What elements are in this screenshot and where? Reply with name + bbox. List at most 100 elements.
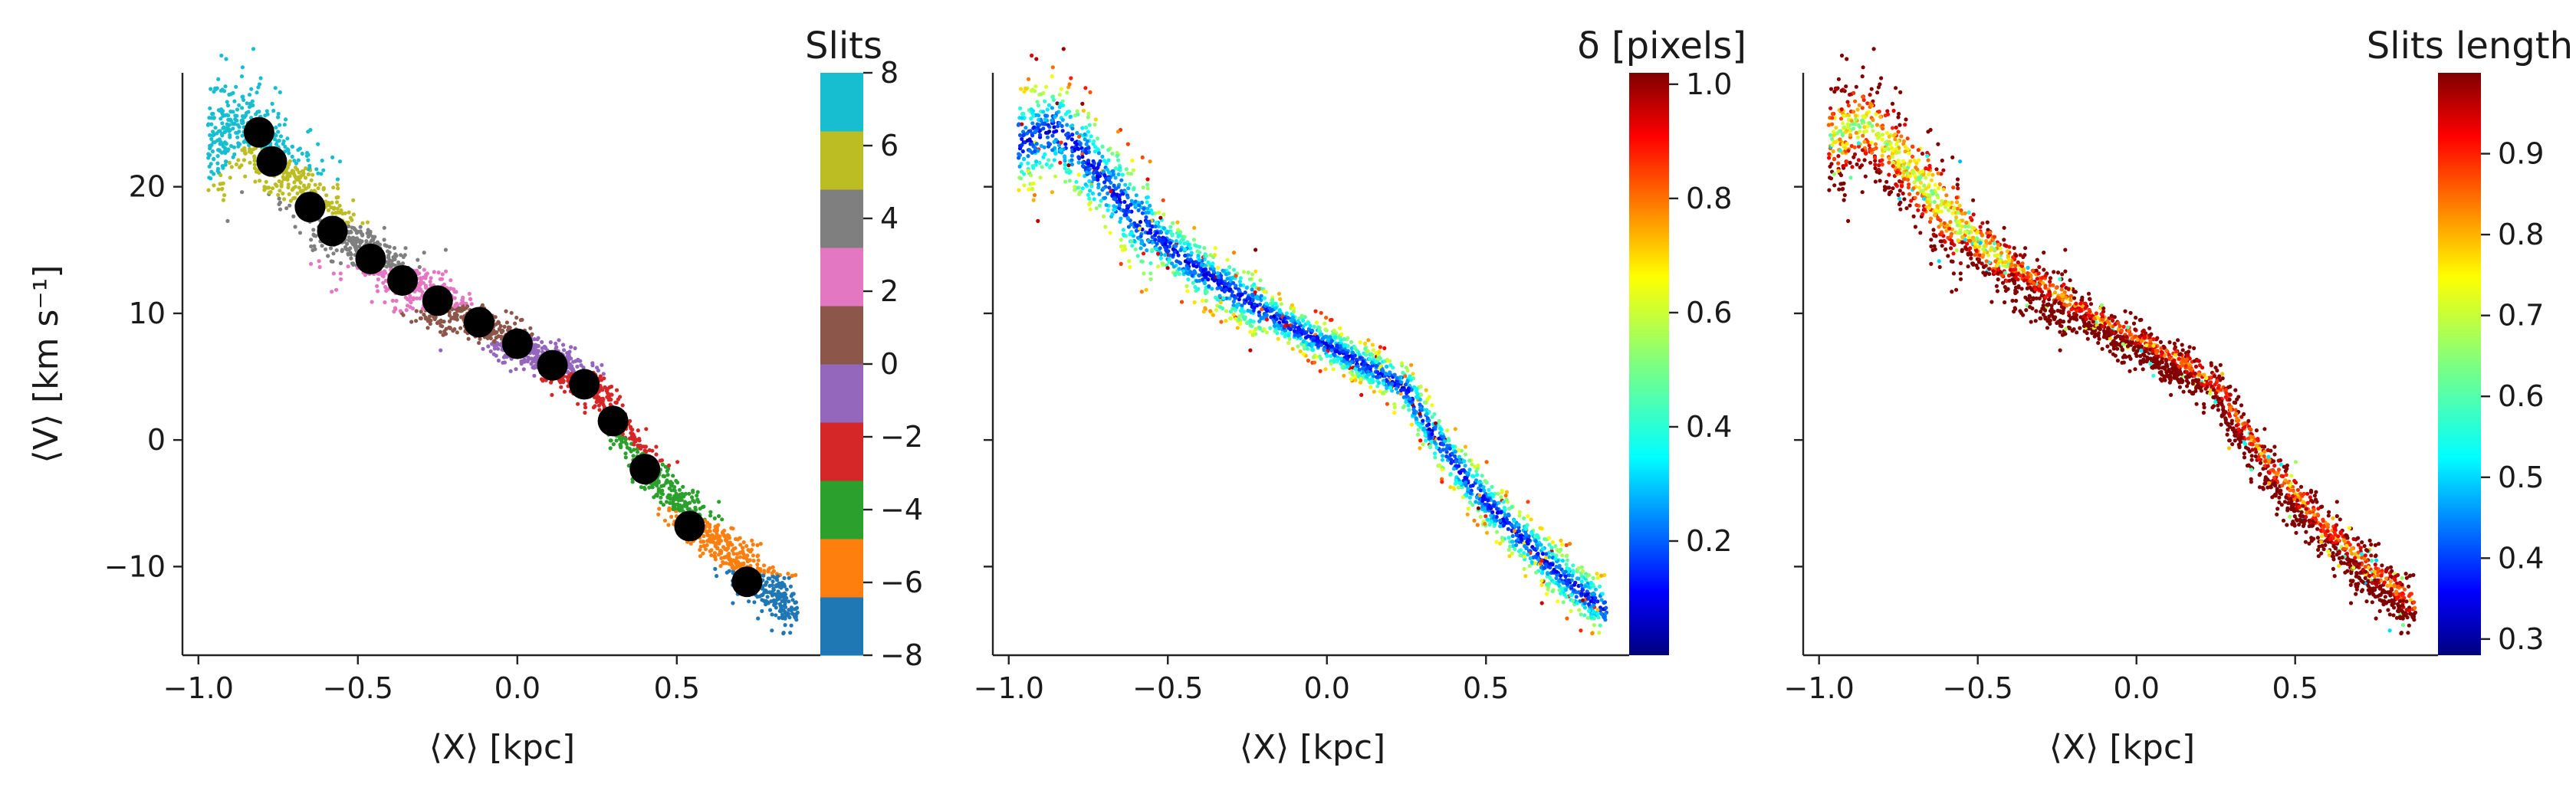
data-point: [240, 94, 245, 99]
data-point: [1069, 76, 1073, 80]
data-point: [1434, 445, 1439, 450]
data-point: [235, 123, 240, 127]
data-point: [381, 280, 386, 285]
data-point: [1301, 339, 1306, 344]
data-point: [292, 173, 297, 178]
data-point: [285, 147, 290, 152]
data-point: [1106, 208, 1110, 212]
data-point: [284, 206, 289, 211]
data-point: [1067, 82, 1072, 87]
data-point: [1507, 507, 1512, 511]
data-point: [428, 279, 432, 284]
data-point: [442, 320, 446, 324]
data-point: [1128, 264, 1132, 270]
colorbar-title-slits: Slits: [805, 25, 882, 67]
data-point: [1278, 310, 1283, 314]
data-point: [209, 116, 214, 120]
data-point: [573, 346, 577, 350]
data-point: [508, 369, 513, 373]
data-point: [1128, 182, 1132, 187]
data-point: [577, 358, 581, 363]
colorbar-segment: [820, 306, 863, 365]
data-point: [380, 274, 385, 278]
data-point: [1306, 334, 1311, 339]
data-point: [1447, 446, 1452, 451]
data-point: [402, 253, 407, 257]
data-point: [288, 203, 292, 208]
data-point: [292, 180, 297, 185]
data-point: [536, 336, 540, 340]
data-point: [440, 272, 445, 277]
data-point: [721, 559, 725, 565]
data-point: [1573, 580, 1578, 585]
data-point: [1086, 159, 1091, 163]
data-point: [1067, 179, 1072, 183]
data-point: [1250, 272, 1255, 277]
colorbar-segment: [820, 73, 863, 132]
data-point: [532, 373, 537, 378]
data-point: [652, 495, 656, 500]
data-point: [251, 147, 256, 152]
data-point: [234, 84, 238, 89]
data-point: [1094, 206, 1099, 211]
data-point: [644, 427, 649, 431]
data-point: [480, 303, 485, 307]
data-point: [1433, 455, 1438, 460]
data-point: [1034, 57, 1039, 61]
data-point: [666, 523, 671, 527]
data-point: [287, 192, 291, 196]
data-point: [791, 592, 796, 596]
data-point: [1519, 536, 1523, 542]
x-tick-label: 0.0: [495, 671, 540, 705]
data-point: [695, 494, 699, 498]
data-point: [519, 361, 524, 366]
data-point: [1276, 313, 1282, 318]
data-point: [1022, 183, 1027, 188]
data-point: [713, 554, 718, 559]
data-point: [417, 271, 422, 276]
data-point: [583, 402, 587, 407]
data-point: [678, 504, 683, 510]
data-point: [1556, 599, 1560, 604]
data-point: [1089, 134, 1093, 139]
data-point: [1567, 542, 1572, 546]
data-point: [349, 252, 353, 257]
data-point: [231, 122, 235, 126]
data-point: [334, 248, 339, 253]
data-point: [297, 176, 301, 181]
data-point: [1125, 142, 1130, 146]
data-point: [1161, 261, 1165, 266]
data-point: [788, 584, 793, 589]
data-point: [1449, 461, 1454, 465]
data-point: [1454, 480, 1459, 485]
data-point: [1110, 212, 1115, 217]
data-point: [1213, 253, 1217, 257]
data-point: [1092, 166, 1096, 170]
data-point: [1118, 219, 1122, 224]
data-point: [373, 235, 377, 239]
data-point: [282, 123, 287, 127]
data-point: [1224, 309, 1229, 313]
data-point: [1279, 302, 1283, 307]
slit-center-marker: [294, 192, 326, 223]
data-point: [1198, 244, 1202, 249]
data-point: [324, 247, 328, 251]
slit-center-marker: [501, 328, 533, 359]
data-point: [231, 90, 235, 95]
data-point: [409, 320, 414, 324]
data-point: [1145, 182, 1150, 187]
data-point: [1168, 225, 1173, 229]
data-point: [1195, 249, 1200, 254]
data-point: [1553, 543, 1558, 549]
data-point: [1257, 302, 1263, 307]
data-point: [1199, 263, 1204, 267]
data-point: [1495, 507, 1500, 511]
data-point: [681, 484, 685, 489]
data-point: [1125, 204, 1129, 208]
data-point: [1024, 126, 1028, 130]
data-point: [1037, 160, 1042, 165]
data-point: [231, 110, 235, 114]
data-point: [1512, 529, 1516, 533]
data-point: [1139, 241, 1144, 246]
data-point: [509, 310, 514, 315]
